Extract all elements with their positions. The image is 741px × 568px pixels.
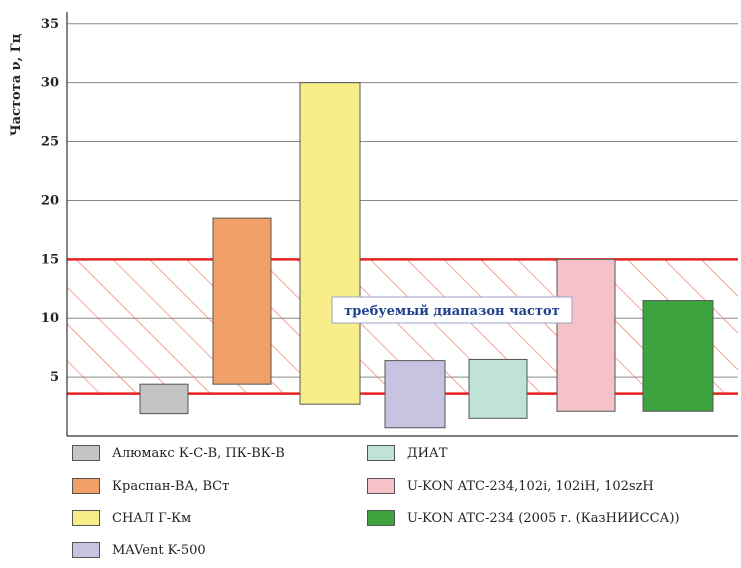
range-label: требуемый диапазон частот [344,304,559,319]
y-tick-label: 30 [41,76,59,91]
bar [139,383,189,415]
y-tick-label: 15 [41,252,59,267]
y-tick-label: 20 [41,193,59,208]
axes [66,12,738,437]
y-axis-label: Частота ν, Гц [9,33,24,136]
y-tick-label: 5 [50,370,59,385]
bars: требуемый диапазон частот [139,82,714,429]
y-tick-label: 35 [41,17,59,32]
bar [468,358,528,419]
y-tick-label: 25 [41,135,59,150]
range-label-box [331,296,573,324]
y-tick-label: 10 [41,311,59,326]
bar [642,300,714,412]
bar [299,82,361,405]
bar [556,258,616,412]
bar [384,360,446,429]
bar [212,217,272,385]
